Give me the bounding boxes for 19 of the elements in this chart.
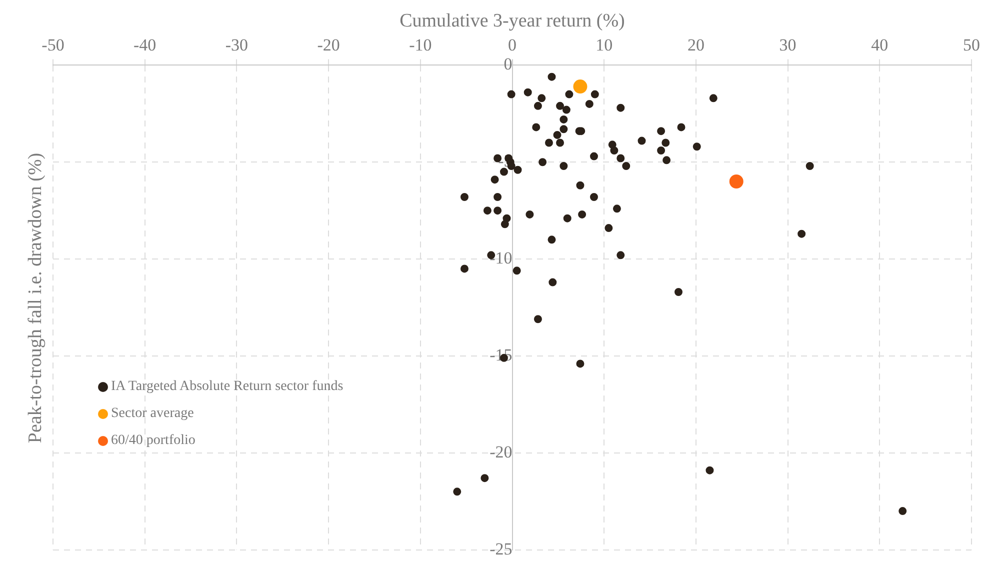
x-axis-title: Cumulative 3-year return (%) (400, 10, 625, 32)
y-axis-title: Peak-to-trough fall i.e. drawdown (%) (25, 152, 47, 444)
y-tick-label: -25 (490, 539, 512, 558)
x-tick-label: -20 (317, 35, 340, 54)
x-tick-label: 50 (963, 35, 980, 54)
x-tick-label: -50 (42, 35, 64, 54)
y-tick-label: -20 (490, 442, 512, 462)
x-tick-label: 20 (687, 35, 704, 54)
x-tick-label: -10 (409, 35, 432, 54)
x-tick-label: -30 (225, 35, 248, 54)
x-tick-label: 30 (779, 35, 796, 54)
y-tick-label: 0 (504, 54, 512, 74)
x-tick-label: 10 (596, 35, 613, 54)
y-tick-label: -10 (490, 248, 512, 268)
legend-label: 60/40 portfolio (111, 432, 196, 450)
legend-label: IA Targeted Absolute Return sector funds (111, 378, 344, 396)
legend-label: Sector average (111, 405, 194, 423)
x-tick-label: -40 (134, 35, 156, 54)
x-tick-label: 40 (871, 35, 888, 54)
